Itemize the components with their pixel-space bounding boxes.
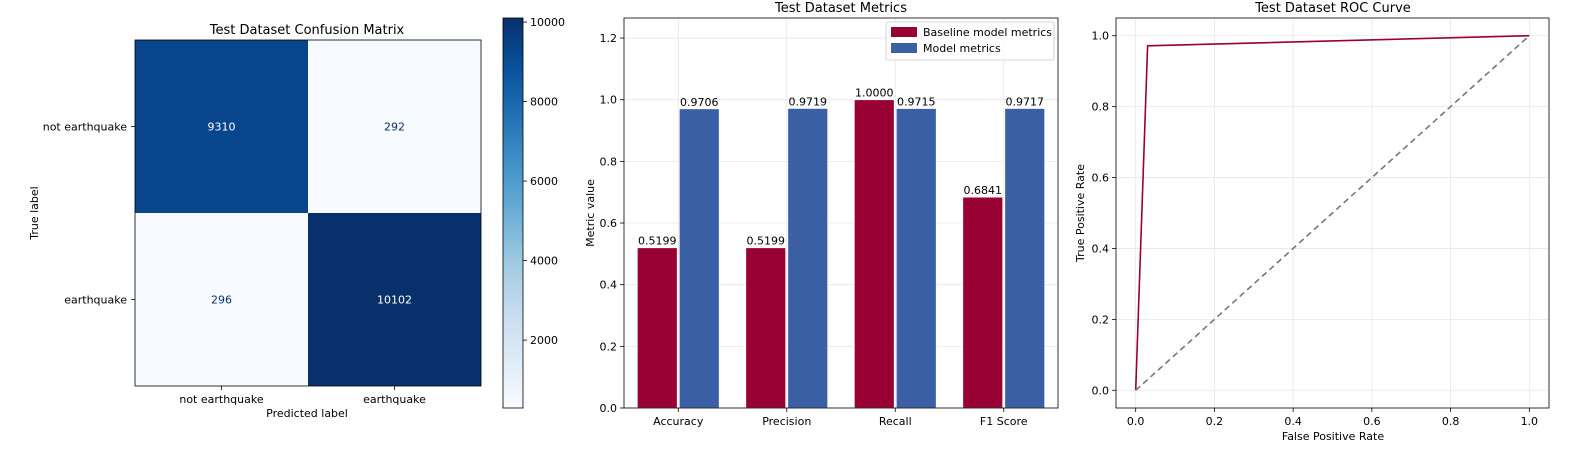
x-tick-label: 0.6 [1363, 415, 1381, 428]
y-tick-label: 0.2 [1092, 313, 1110, 326]
colorbar: 2000 4000 6000 8000 10000 [502, 16, 565, 409]
bar [853, 99, 895, 409]
y-tick-label: earthquake [64, 294, 127, 307]
y-tick-label: 0.4 [600, 279, 618, 292]
y-tick-label: 0.0 [1092, 384, 1110, 397]
y-tick-label: 0.8 [600, 155, 618, 168]
confusion-cell [308, 40, 481, 213]
y-tick-label: 1.0 [600, 94, 618, 107]
colorbar-tick-label: 2000 [530, 334, 558, 347]
bar [745, 247, 787, 409]
y-tick-label: 1.0 [1092, 30, 1110, 43]
colorbar-tick-label: 10000 [530, 16, 565, 29]
legend-label-model: Model metrics [923, 42, 1001, 55]
chance-diagonal-line [1135, 35, 1530, 391]
colorbar-tick-label: 4000 [530, 255, 558, 268]
x-tick-label: 0.0 [1127, 415, 1145, 428]
colorbar-tick-label: 6000 [530, 175, 558, 188]
confusion-cell-value: 10102 [377, 294, 412, 307]
x-tick-label: not earthquake [179, 393, 263, 406]
legend-label-baseline: Baseline model metrics [923, 26, 1052, 39]
bar [787, 107, 829, 409]
x-tick-label: Precision [762, 415, 811, 428]
y-tick-label: 0.6 [600, 217, 618, 230]
metrics-bar-panel: Test Dataset Metrics 0.5199 0.51991.00000… [584, 1, 1059, 428]
bar [962, 196, 1004, 409]
confusion-matrix-title: Test Dataset Confusion Matrix [209, 23, 405, 38]
bar [636, 247, 678, 409]
confusion-cell-value: 296 [211, 294, 232, 307]
bar [1004, 108, 1046, 409]
y-tick-label: 1.2 [600, 32, 618, 45]
bar-value-label: 1.0000 [855, 87, 894, 100]
roc-chart-ylabel: True Positive Rate [1074, 164, 1087, 263]
colorbar-tick-label: 8000 [530, 96, 558, 109]
confusion-matrix-panel: Test Dataset Confusion Matrix 9310 292 296… [28, 23, 482, 420]
x-tick-label: 1.0 [1521, 415, 1539, 428]
confusion-cell-value: 292 [384, 121, 405, 134]
y-tick-label: 0.4 [1092, 242, 1110, 255]
metrics-chart-title: Test Dataset Metrics [774, 1, 907, 16]
bar [895, 108, 937, 409]
bar-value-label: 0.9717 [1006, 95, 1045, 108]
roc-chart-title: Test Dataset ROC Curve [1254, 1, 1411, 16]
y-tick-label: not earthquake [43, 121, 127, 134]
confusion-cell [308, 213, 481, 386]
bar-value-label: 0.9706 [680, 96, 719, 109]
bar [678, 108, 720, 409]
roc-curve-line [1134, 34, 1530, 391]
x-tick-label: Accuracy [653, 415, 704, 428]
bar-value-label: 0.9719 [789, 95, 828, 108]
metrics-legend: Baseline model metrics Model metrics [885, 21, 1055, 61]
roc-chart-xlabel: False Positive Rate [1282, 430, 1384, 443]
bar-value-label: 0.5199 [747, 235, 786, 248]
x-tick-label: 0.2 [1206, 415, 1224, 428]
confusion-cell [135, 213, 308, 386]
confusion-matrix-frame [134, 39, 482, 387]
roc-curve-panel: Test Dataset ROC Curve 0.0 0.2 0.4 0.6 0.8 1.… [1074, 1, 1550, 443]
legend-swatch-model [891, 43, 917, 53]
y-tick-label: 0.2 [600, 340, 618, 353]
x-tick-label: Recall [879, 415, 912, 428]
metrics-chart-ylabel: Metric value [584, 179, 597, 247]
metrics-chart-frame [623, 17, 1059, 409]
confusion-matrix-xlabel: Predicted label [266, 407, 348, 420]
colorbar-gradient [502, 17, 524, 409]
x-tick-label: earthquake [363, 393, 426, 406]
confusion-cell-value: 9310 [208, 121, 236, 134]
bar-value-label: 0.6841 [964, 184, 1003, 197]
confusion-cell [135, 40, 308, 213]
legend-box [885, 21, 1055, 61]
bar-value-label: 0.5199 [638, 235, 677, 248]
roc-chart-frame [1115, 17, 1550, 409]
x-tick-label: 0.4 [1284, 415, 1302, 428]
bar-value-label: 0.9715 [897, 95, 936, 108]
x-tick-label: 0.8 [1442, 415, 1460, 428]
legend-swatch-baseline [891, 27, 917, 37]
x-tick-label: F1 Score [980, 415, 1028, 428]
confusion-matrix-ylabel: True label [28, 186, 41, 240]
y-tick-label: 0.0 [600, 402, 618, 415]
y-tick-label: 0.8 [1092, 101, 1110, 114]
y-tick-label: 0.6 [1092, 172, 1110, 185]
